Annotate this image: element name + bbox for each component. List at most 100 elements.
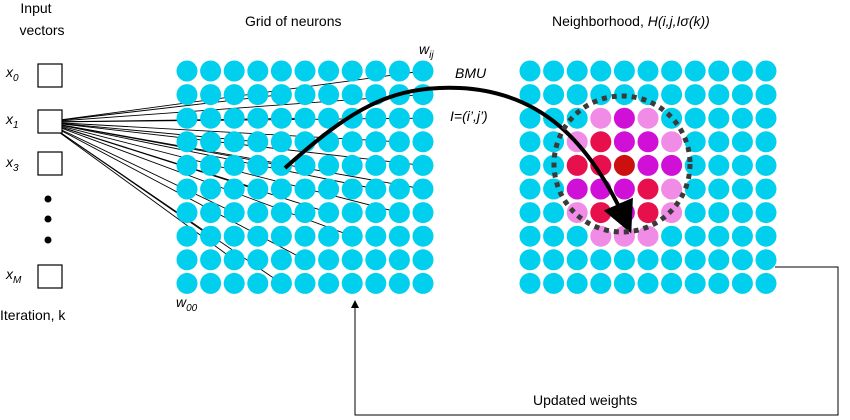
neuron <box>661 131 683 153</box>
neuron <box>708 178 730 200</box>
neuron <box>341 272 363 294</box>
neuron <box>270 131 292 153</box>
neuron <box>755 272 777 294</box>
neuron <box>661 107 683 129</box>
neuron <box>731 202 753 224</box>
neuron <box>755 249 777 271</box>
neuron <box>519 107 541 129</box>
neuron <box>613 249 635 271</box>
neuron <box>637 107 659 129</box>
neuron <box>341 178 363 200</box>
neuron <box>684 225 706 247</box>
neuron <box>566 60 588 82</box>
neuron <box>341 202 363 224</box>
neuron <box>294 225 316 247</box>
neuron <box>708 84 730 106</box>
neuron <box>590 154 612 176</box>
neuron <box>341 131 363 153</box>
neuron <box>731 272 753 294</box>
neuron <box>708 154 730 176</box>
neuron <box>223 84 245 106</box>
weight-line <box>44 121 400 143</box>
neuron <box>755 60 777 82</box>
neuron <box>318 225 340 247</box>
neuron <box>412 107 434 129</box>
neuron <box>200 272 222 294</box>
neuron <box>708 225 730 247</box>
neuron <box>613 131 635 153</box>
neuron <box>755 202 777 224</box>
neuron <box>519 202 541 224</box>
neuron <box>176 60 198 82</box>
neuron <box>613 225 635 247</box>
neuron <box>613 60 635 82</box>
neuron <box>731 60 753 82</box>
neuron <box>731 154 753 176</box>
neuron <box>176 225 198 247</box>
neuron <box>388 107 410 129</box>
neuron <box>661 249 683 271</box>
neuron <box>566 202 588 224</box>
neuron <box>661 84 683 106</box>
input-boxes <box>37 63 63 289</box>
neuron <box>223 272 245 294</box>
neuron <box>684 107 706 129</box>
neuron <box>755 154 777 176</box>
neuron <box>247 249 269 271</box>
neuron <box>341 84 363 106</box>
neuron <box>543 249 565 271</box>
input-label: xM <box>5 266 22 286</box>
neuron <box>412 60 434 82</box>
neuron <box>247 107 269 129</box>
neuron <box>270 84 292 106</box>
neuron <box>708 131 730 153</box>
neuron <box>637 225 659 247</box>
neuron <box>294 84 316 106</box>
neuron <box>176 107 198 129</box>
ellipsis-dots <box>44 195 52 244</box>
neuron <box>590 131 612 153</box>
neuron <box>223 202 245 224</box>
weight-line <box>44 121 258 190</box>
neuron <box>247 272 269 294</box>
neuron <box>294 60 316 82</box>
neuron <box>318 131 340 153</box>
neuron <box>200 249 222 271</box>
bmu-arrow <box>283 85 633 234</box>
neighborhood-ring <box>551 93 693 235</box>
neuron <box>200 154 222 176</box>
neuron <box>684 131 706 153</box>
neuron <box>270 225 292 247</box>
weight-label: wij <box>419 41 434 61</box>
neuron <box>519 84 541 106</box>
neuron <box>365 202 387 224</box>
neuron <box>755 131 777 153</box>
neuron <box>412 131 434 153</box>
neuron <box>270 202 292 224</box>
neuron <box>365 107 387 129</box>
neuron <box>270 272 292 294</box>
neuron <box>708 202 730 224</box>
neuron <box>637 272 659 294</box>
neuron <box>684 178 706 200</box>
neuron <box>247 225 269 247</box>
neuron <box>519 154 541 176</box>
neuron <box>341 60 363 82</box>
neuron <box>341 154 363 176</box>
neuron <box>388 249 410 271</box>
neuron <box>637 202 659 224</box>
neuron <box>388 60 410 82</box>
neuron <box>176 249 198 271</box>
neuron <box>365 131 387 153</box>
neuron <box>318 249 340 271</box>
neuron <box>200 84 222 106</box>
weight-line <box>44 94 282 123</box>
neuron <box>543 202 565 224</box>
weight-line <box>44 121 258 143</box>
neuron <box>566 84 588 106</box>
neuron <box>661 154 683 176</box>
neuron <box>247 60 269 82</box>
neuron <box>223 225 245 247</box>
neuron <box>388 225 410 247</box>
neuron <box>200 107 222 129</box>
